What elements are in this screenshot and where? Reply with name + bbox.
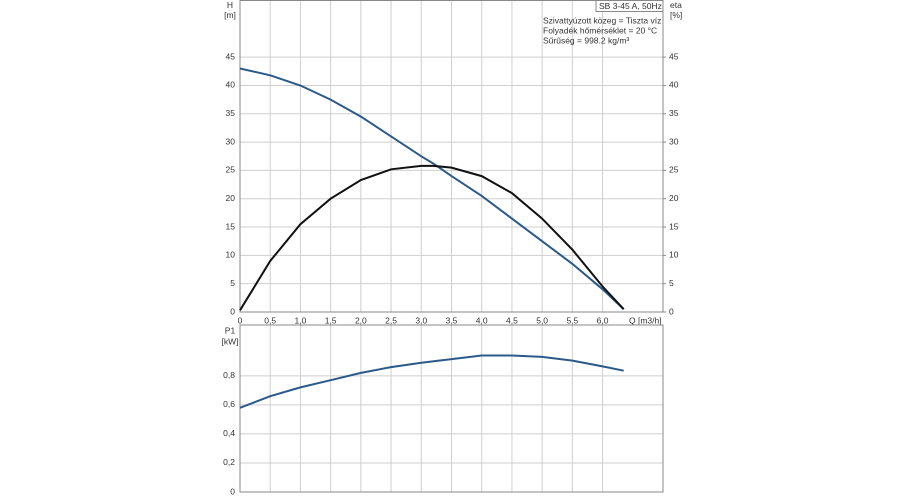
y-tick-label: 40 [226,80,236,90]
y2-tick-label: 35 [669,108,679,118]
y2-tick-label: 20 [669,193,679,203]
y2-axis-unit: [%] [670,10,682,20]
x-tick-label: 0,5 [264,315,276,325]
model-label: SB 3-45 A, 50Hz [599,1,662,11]
x-tick-label: 5,5 [566,315,578,325]
x-tick-label: 2,5 [385,315,397,325]
y2-axis-label: eta [670,0,682,10]
x-tick-label: 4,5 [506,315,518,325]
y-tick-label: 20 [226,193,236,203]
y-tick-label: 5 [230,278,235,288]
y-tick-label: 0,4 [223,428,235,438]
y2-tick-label: 10 [669,250,679,260]
y-tick-label: 45 [226,51,236,61]
y-tick-label: 0,6 [223,399,235,409]
y2-tick-label: 30 [669,136,679,146]
x-tick-label: 6,0 [597,315,609,325]
y-tick-label: 0 [230,306,235,316]
y2-tick-label: 40 [669,80,679,90]
x-tick-label: 3,0 [415,315,427,325]
y-tick-label: 35 [226,108,236,118]
y-tick-label: 0,2 [223,457,235,467]
curve [239,67,625,310]
y-tick-label: 10 [226,250,236,260]
y-axis-unit: [m] [224,10,236,20]
x-tick-label: 3,5 [446,315,458,325]
x-tick-label: 4,0 [476,315,488,325]
annotation: Folyadék hőmérséklet = 20 °C [543,25,657,35]
x-tick-label: 1,5 [325,315,337,325]
y-tick-label: 25 [226,165,236,175]
annotation: Sűrűség = 998.2 kg/m³ [543,35,629,45]
curve [239,354,624,409]
y2-tick-label: 25 [669,165,679,175]
y-axis-unit: [kW] [222,336,239,346]
curve [239,164,625,311]
y2-tick-label: 45 [669,51,679,61]
y2-tick-label: 15 [669,221,679,231]
y-tick-label: 15 [226,221,236,231]
plot-frame [239,324,664,493]
y2-tick-label: 0 [669,306,674,316]
y-axis-label: P1 [225,325,236,335]
x-tick-label: 1,0 [295,315,307,325]
x-tick-label: 2,0 [355,315,367,325]
y-tick-label: 0 [230,486,235,496]
y-tick-label: 30 [226,136,236,146]
annotation: Szivattyúzott közeg = Tiszta víz [543,15,661,25]
model-box [595,0,664,12]
y-axis-label: H [227,0,233,10]
y-tick-label: 0,8 [223,370,235,380]
x-tick-label: 5,0 [536,315,548,325]
plot-frame [239,0,664,313]
y2-tick-label: 5 [669,278,674,288]
x-axis-label: Q [m3/h] [629,315,662,325]
x-tick-label: 0 [238,315,243,325]
